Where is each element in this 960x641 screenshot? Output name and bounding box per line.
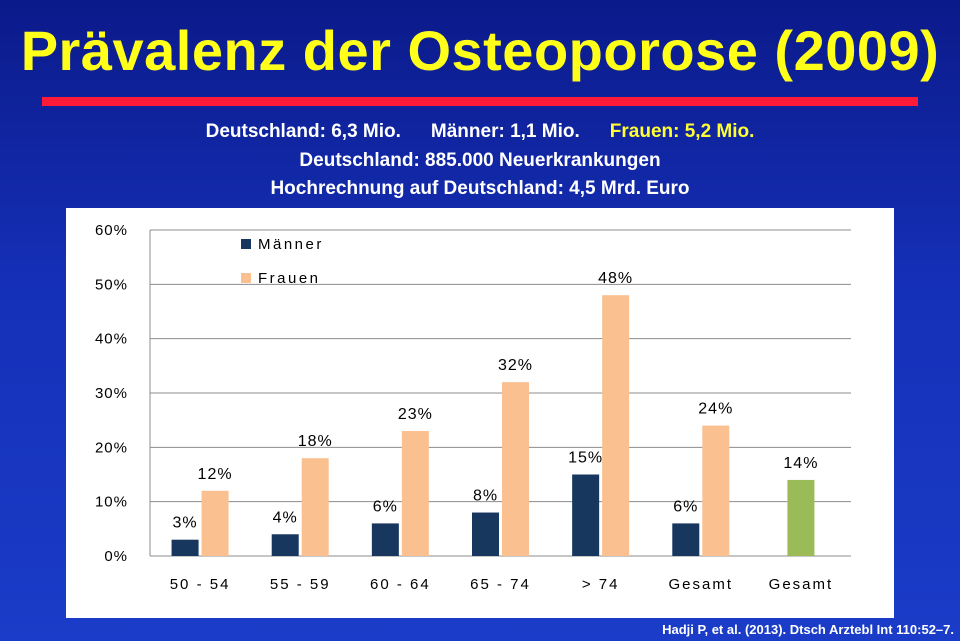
summary-line-1: Deutschland: 6,3 Mio. Männer: 1,1 Mio. Fra… [0, 121, 960, 143]
legend-label: Frauen [258, 270, 321, 287]
data-label: 23% [398, 406, 433, 423]
x-tick-label: 60 - 64 [370, 576, 431, 593]
title-underline [42, 97, 918, 106]
bar-frauen [702, 425, 730, 556]
bar-maenner [171, 539, 199, 556]
summary-line-2: Deutschland: 885.000 Neuerkrankungen [299, 150, 661, 171]
data-label: 3% [173, 515, 198, 532]
bar-frauen [401, 431, 429, 556]
bar-frauen [502, 382, 529, 556]
bar-gesamt [787, 479, 815, 556]
summary-deutschland: Deutschland: 6,3 Mio. [205, 121, 401, 142]
x-tick-label: 65 - 74 [470, 576, 531, 593]
bar-maenner [672, 523, 700, 556]
data-label: 6% [373, 498, 398, 515]
y-tick-label: 60% [95, 222, 128, 239]
data-label: 32% [498, 357, 533, 374]
bar-maenner [472, 512, 499, 556]
x-tick-label: 55 - 59 [270, 576, 331, 593]
slide-title: Prävalenz der Osteoporose (2009) [20, 19, 940, 82]
y-tick-label: 20% [95, 439, 128, 456]
bar-frauen [602, 295, 630, 556]
y-tick-label: 30% [95, 385, 128, 402]
data-label: 8% [473, 488, 498, 505]
summary-maenner: Männer: 1,1 Mio. [430, 121, 580, 142]
data-label: 14% [783, 455, 818, 472]
y-tick-label: 50% [95, 276, 128, 293]
data-label: 18% [298, 433, 333, 450]
y-tick-label: 10% [95, 494, 128, 511]
bar-maenner [371, 523, 399, 556]
data-label: 15% [568, 450, 603, 467]
bar-maenner [572, 474, 600, 556]
summary-line-3: Hochrechnung auf Deutschland: 4,5 Mrd. E… [270, 178, 690, 199]
data-label: 48% [598, 270, 633, 287]
y-tick-label: 0% [104, 548, 128, 565]
legend-label: Männer [258, 236, 324, 253]
bar-chart: 0% 10% 20% 30% 40% 50% 60% 50 - 54 3% 12% 55 - 59 4… [95, 222, 851, 593]
chart-panel: 0% 10% 20% 30% 40% 50% 60% 50 - 54 3% 12% 55 - 59 4… [66, 208, 894, 618]
x-tick-label: 50 - 54 [170, 576, 231, 593]
summary-frauen: Frauen: 5,2 Mio. [609, 121, 755, 142]
bar-maenner [271, 534, 299, 556]
legend-swatch [241, 273, 251, 283]
bar-frauen [301, 458, 329, 556]
legend-swatch [241, 239, 251, 249]
y-tick-label: 40% [95, 331, 128, 348]
x-tick-label: Gesamt [669, 576, 734, 593]
bar-frauen [201, 490, 229, 556]
data-label: 24% [698, 401, 733, 418]
citation: Hadji P, et al. (2013). Dtsch Arztebl In… [662, 622, 954, 637]
x-tick-label: > 74 [582, 576, 620, 593]
x-tick-label: Gesamt [769, 576, 834, 593]
data-label: 12% [198, 466, 233, 483]
data-label: 4% [273, 509, 298, 526]
data-label: 6% [673, 498, 698, 515]
